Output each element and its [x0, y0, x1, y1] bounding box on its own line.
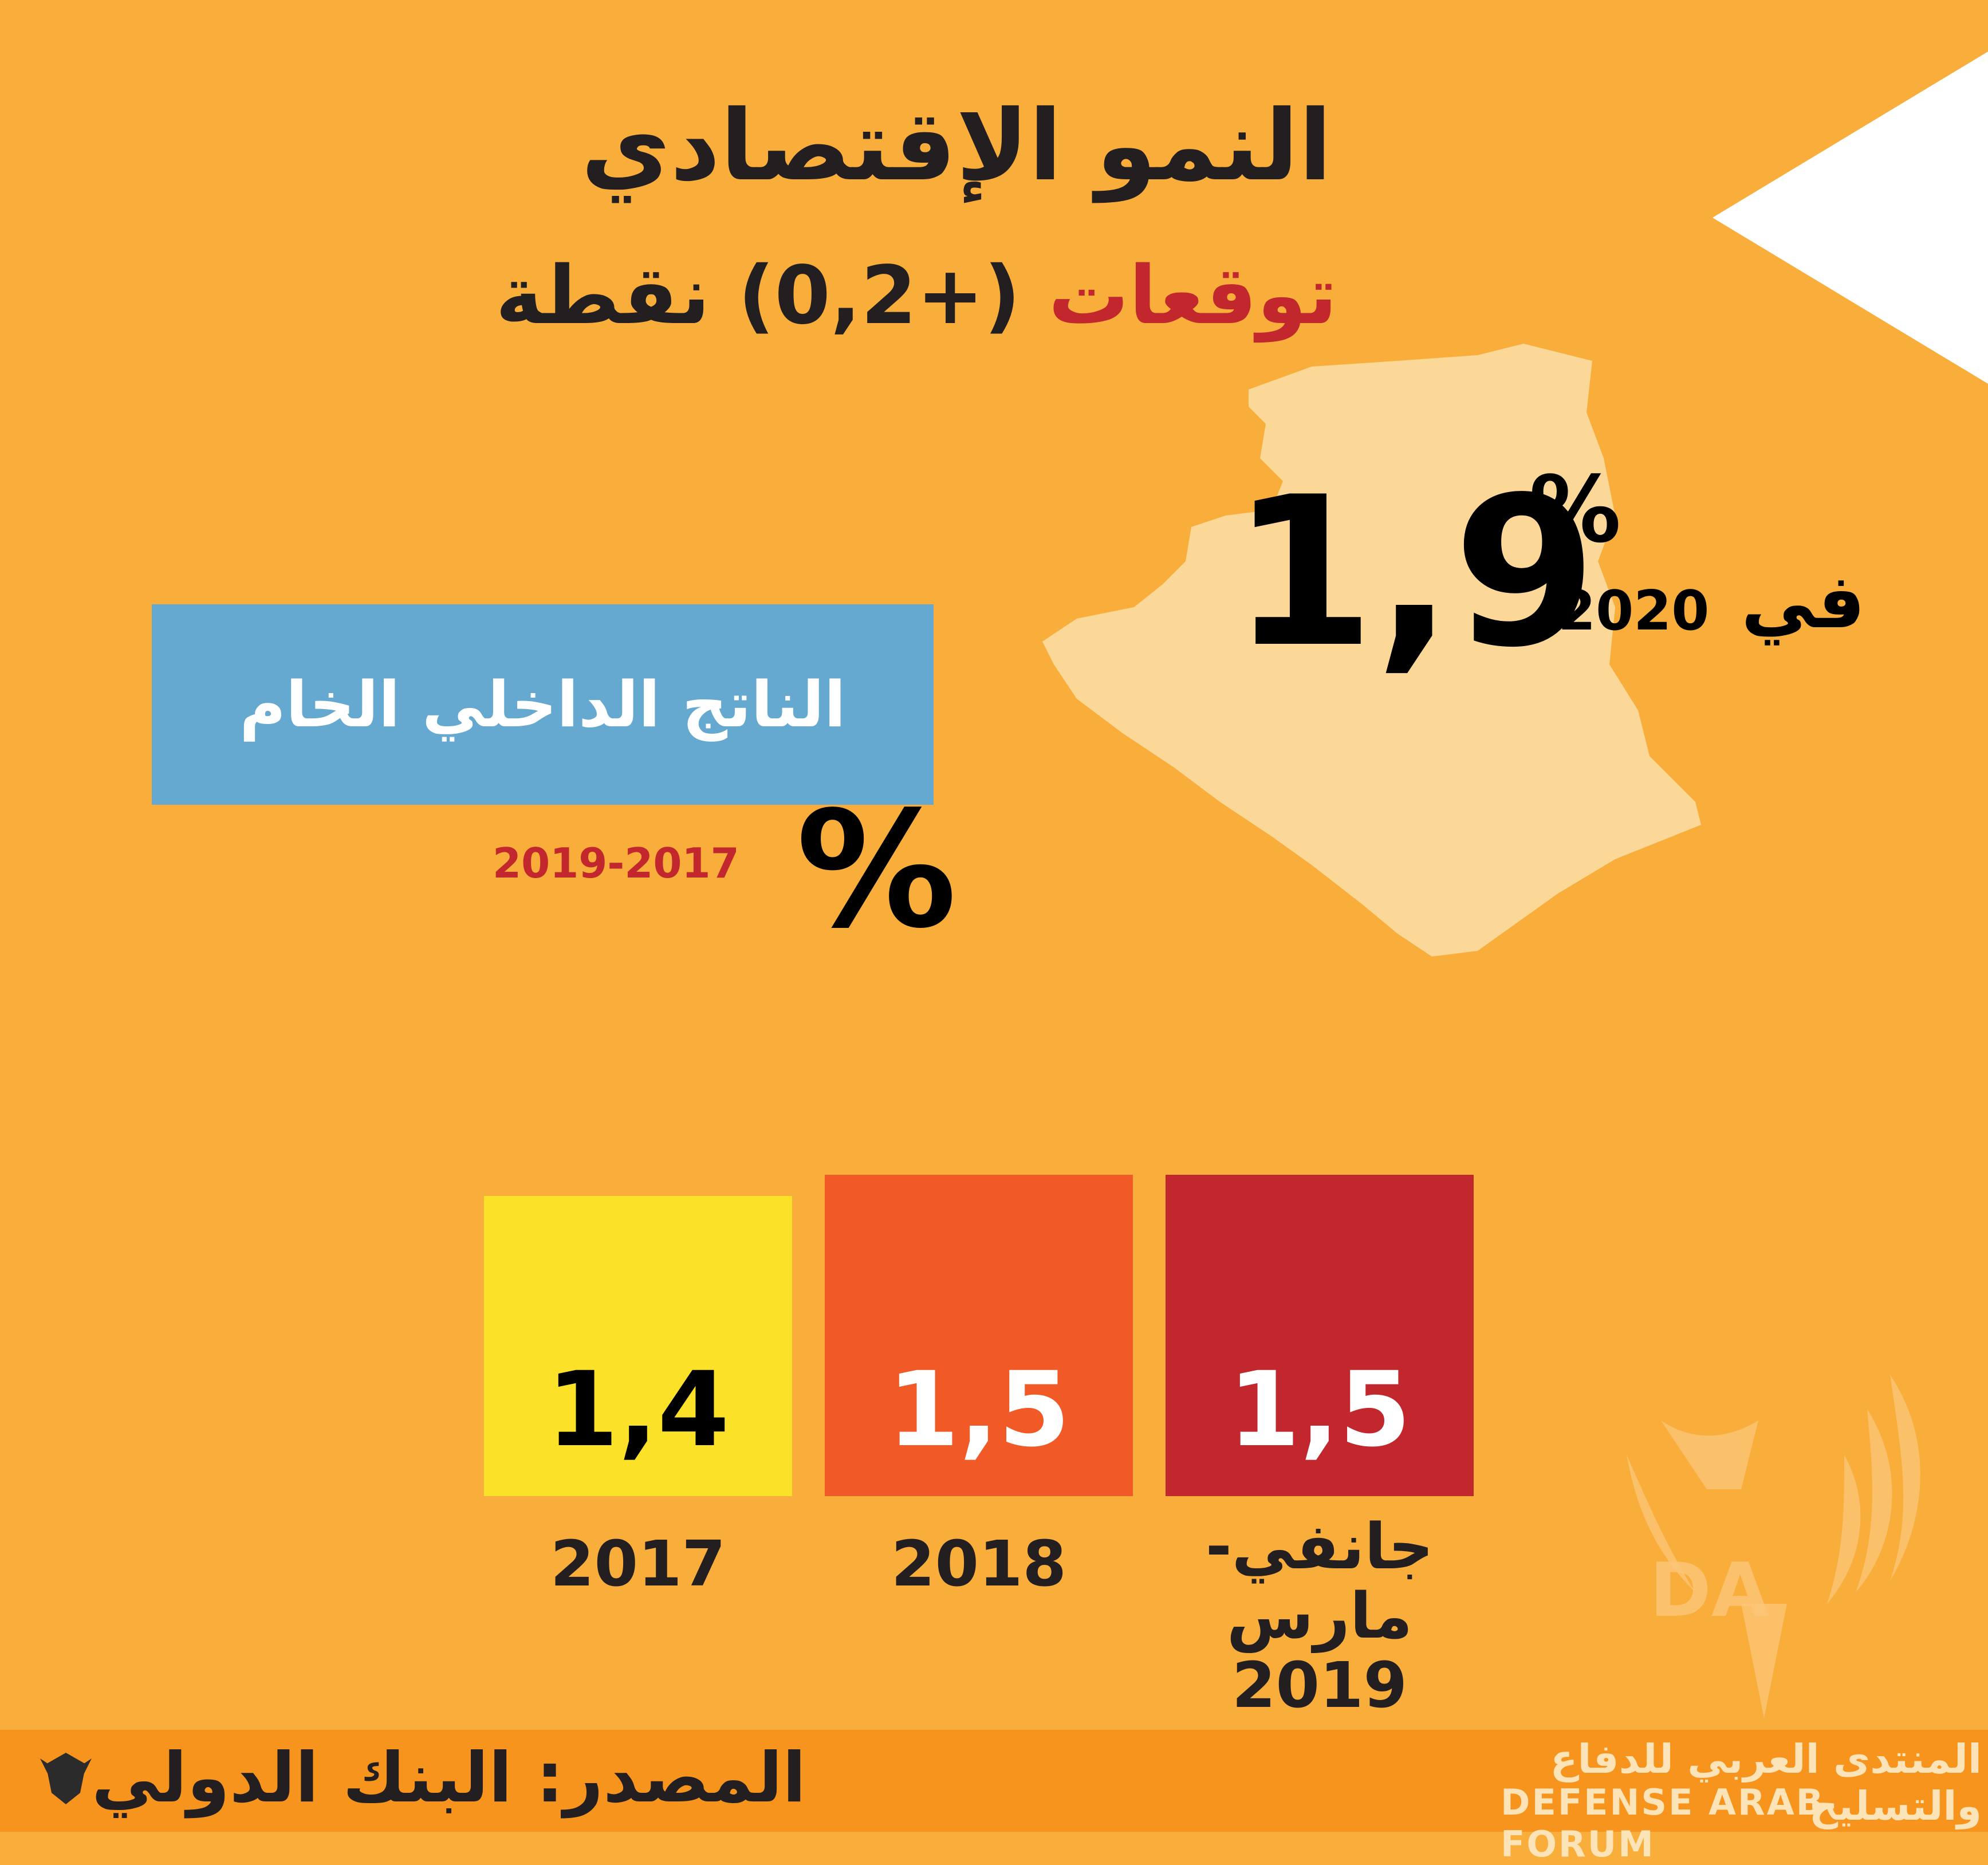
map-silhouette	[1042, 344, 1701, 957]
watermark-logo-icon	[1627, 1375, 1920, 1718]
x-axis-label-line: 2019	[1231, 1648, 1408, 1722]
watermark-arabic: المنتدى العربي للدفاع والتسليح	[1550, 1736, 1982, 1829]
period-label: 2019-2017	[493, 839, 739, 887]
unit-label: %	[796, 777, 957, 964]
x-axis-label: جانفي-مارس 2019	[1143, 1512, 1497, 1720]
x-axis-label-line: 2018	[891, 1527, 1067, 1600]
subtitle-highlight: توقعات	[1048, 249, 1337, 343]
watermark-english: DEFENSE ARAB FORUM	[1501, 1781, 1825, 1865]
footer-logo-icon	[40, 1753, 92, 1804]
x-axis-label: 2018	[802, 1529, 1156, 1599]
bar-0	[484, 1196, 792, 1496]
forecast-unit: %	[1529, 456, 1621, 563]
source-label: المصدر: البنك الدولي	[92, 1738, 806, 1818]
bar-2	[1166, 1175, 1474, 1496]
gdp-label-box: الناتج الداخلي الخام	[152, 604, 934, 805]
footer-band	[0, 1730, 1988, 1832]
page-subtitle: توقعات (+0,2) نقطة	[401, 252, 1432, 340]
bar-value-label: 1,5	[887, 1350, 1070, 1470]
bar-value-label: 1,4	[546, 1350, 730, 1470]
forecast-prefix: في	[1741, 558, 1865, 645]
bar-1	[825, 1175, 1133, 1496]
subtitle-rest: (+0,2) نقطة	[495, 249, 1021, 343]
page-title: النمو الإقتصادي	[581, 89, 1332, 203]
forecast-year: 2020	[1558, 580, 1710, 643]
x-axis-label-line: جانفي-مارس	[1206, 1510, 1434, 1652]
x-axis-label: 2017	[461, 1529, 815, 1599]
corner-triangle	[1713, 52, 1988, 384]
x-axis-label-line: 2017	[550, 1527, 726, 1600]
forecast-value: 1,9	[1231, 453, 1597, 693]
watermark-logo-letters: DA	[1650, 1547, 1769, 1634]
gdp-label: الناتج الداخلي الخام	[239, 668, 846, 741]
bar-value-label: 1,5	[1228, 1350, 1411, 1470]
